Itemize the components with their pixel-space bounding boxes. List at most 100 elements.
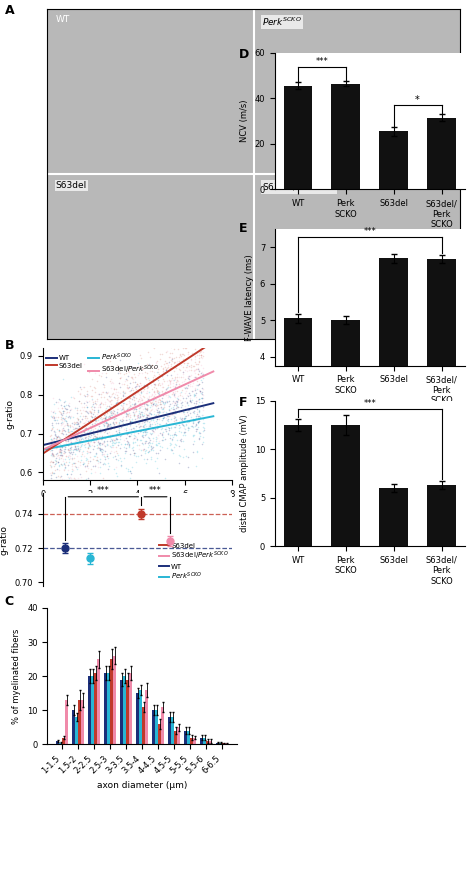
Point	[165, 424, 173, 438]
Point	[142, 403, 149, 417]
Point	[149, 391, 157, 405]
Point	[64, 438, 72, 452]
Point	[192, 346, 200, 360]
Point	[46, 444, 54, 458]
Point	[142, 411, 150, 426]
Point	[119, 412, 127, 426]
Point	[140, 441, 148, 455]
Point	[117, 390, 125, 404]
Point	[192, 418, 200, 432]
Point	[193, 378, 201, 392]
Point	[159, 411, 166, 425]
Point	[188, 410, 195, 424]
Point	[140, 406, 148, 420]
Point	[169, 417, 176, 431]
Point	[196, 384, 203, 398]
Point	[107, 418, 114, 433]
Point	[199, 450, 206, 464]
Point	[57, 418, 65, 433]
Point	[105, 412, 112, 426]
Point	[68, 463, 75, 478]
Point	[100, 418, 108, 433]
Point	[184, 337, 192, 351]
Point	[184, 378, 192, 392]
Point	[199, 434, 206, 448]
Point	[80, 476, 88, 490]
Point	[68, 429, 75, 443]
Point	[161, 354, 169, 368]
Point	[74, 426, 82, 440]
Point	[179, 370, 186, 384]
Point	[127, 415, 135, 429]
Point	[84, 440, 92, 454]
Point	[173, 395, 180, 409]
Point	[193, 378, 201, 392]
Text: E: E	[239, 222, 248, 235]
Point	[167, 340, 174, 354]
Point	[74, 416, 82, 430]
Point	[189, 437, 196, 451]
Point	[138, 362, 146, 376]
Point	[55, 444, 63, 458]
Point	[100, 425, 108, 439]
Point	[163, 362, 170, 376]
Point	[73, 401, 81, 415]
Point	[200, 409, 207, 423]
Point	[81, 404, 89, 418]
Bar	[126, 679, 129, 744]
Point	[56, 446, 64, 460]
Point	[109, 419, 116, 433]
Point	[101, 449, 109, 463]
Point	[98, 432, 105, 446]
Point	[52, 470, 60, 485]
Point	[189, 311, 196, 325]
Point	[166, 431, 173, 445]
Point	[95, 419, 102, 433]
Point	[57, 457, 65, 471]
Point	[56, 433, 64, 447]
Point	[119, 396, 127, 410]
Point	[74, 439, 82, 453]
Point	[131, 388, 138, 402]
Point	[146, 407, 153, 421]
Point	[141, 412, 148, 426]
Point	[158, 413, 166, 427]
Point	[62, 411, 69, 426]
Point	[185, 372, 193, 386]
Point	[118, 370, 125, 384]
Point	[156, 352, 164, 366]
Point	[194, 411, 201, 426]
Bar	[427, 485, 456, 546]
Point	[127, 419, 134, 433]
Point	[145, 409, 153, 423]
Point	[64, 443, 72, 457]
Point	[185, 359, 192, 374]
Point	[126, 413, 133, 427]
Point	[122, 426, 129, 440]
Point	[61, 428, 69, 442]
Point	[127, 398, 135, 412]
Point	[97, 395, 105, 409]
Point	[157, 401, 165, 415]
Point	[55, 434, 62, 448]
Point	[192, 409, 200, 423]
Point	[48, 439, 56, 453]
Point	[195, 352, 202, 366]
Point	[124, 361, 131, 375]
Point	[139, 442, 147, 456]
Point	[50, 409, 57, 423]
Point	[108, 400, 115, 414]
Point	[160, 360, 167, 374]
Point	[63, 414, 70, 428]
Point	[104, 426, 111, 440]
Point	[191, 326, 199, 340]
Point	[93, 423, 100, 437]
Point	[55, 423, 63, 437]
Point	[153, 412, 161, 426]
Point	[159, 408, 166, 422]
Point	[116, 371, 124, 385]
Point	[126, 384, 134, 398]
Point	[48, 411, 55, 425]
Point	[168, 359, 175, 374]
Point	[104, 433, 111, 448]
